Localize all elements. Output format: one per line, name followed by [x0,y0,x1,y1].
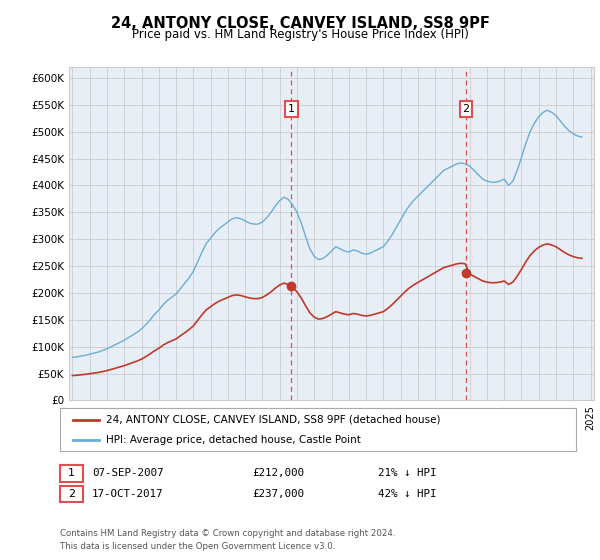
Text: 2: 2 [463,104,470,114]
Text: 24, ANTONY CLOSE, CANVEY ISLAND, SS8 9PF (detached house): 24, ANTONY CLOSE, CANVEY ISLAND, SS8 9PF… [106,415,441,424]
Text: 17-OCT-2017: 17-OCT-2017 [92,489,163,499]
Text: £237,000: £237,000 [252,489,304,499]
Text: Price paid vs. HM Land Registry's House Price Index (HPI): Price paid vs. HM Land Registry's House … [131,28,469,41]
Text: 21% ↓ HPI: 21% ↓ HPI [378,468,437,478]
Text: £212,000: £212,000 [252,468,304,478]
Text: 1: 1 [68,468,75,478]
Text: 1: 1 [288,104,295,114]
Text: 2: 2 [68,489,75,499]
Text: 24, ANTONY CLOSE, CANVEY ISLAND, SS8 9PF: 24, ANTONY CLOSE, CANVEY ISLAND, SS8 9PF [110,16,490,31]
Text: 07-SEP-2007: 07-SEP-2007 [92,468,163,478]
Text: Contains HM Land Registry data © Crown copyright and database right 2024.
This d: Contains HM Land Registry data © Crown c… [60,529,395,550]
Text: 42% ↓ HPI: 42% ↓ HPI [378,489,437,499]
Text: HPI: Average price, detached house, Castle Point: HPI: Average price, detached house, Cast… [106,435,361,445]
